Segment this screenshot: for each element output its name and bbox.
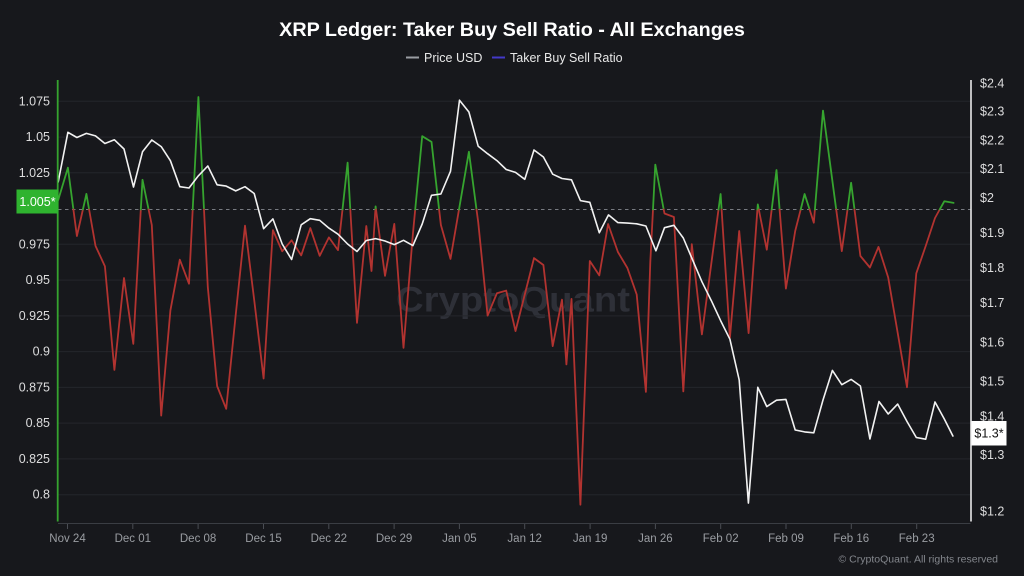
svg-text:Jan 19: Jan 19 <box>573 533 608 545</box>
svg-text:Jan 26: Jan 26 <box>638 533 673 545</box>
svg-text:Feb 02: Feb 02 <box>703 533 739 545</box>
svg-text:Dec 15: Dec 15 <box>245 533 281 545</box>
svg-text:$1.8: $1.8 <box>980 261 1004 275</box>
svg-text:Dec 01: Dec 01 <box>115 533 151 545</box>
svg-text:0.85: 0.85 <box>26 416 50 430</box>
svg-text:0.825: 0.825 <box>19 452 50 466</box>
svg-text:$1.6: $1.6 <box>980 335 1004 349</box>
svg-text:CryptoQuant: CryptoQuant <box>396 281 630 320</box>
svg-text:1.025: 1.025 <box>19 166 50 180</box>
svg-text:1.075: 1.075 <box>19 94 50 108</box>
svg-text:0.8: 0.8 <box>33 488 50 502</box>
svg-text:$2.4: $2.4 <box>980 77 1004 91</box>
svg-text:$1.9: $1.9 <box>980 226 1004 240</box>
svg-text:1.005*: 1.005* <box>19 195 55 209</box>
svg-text:Feb 09: Feb 09 <box>768 533 804 545</box>
svg-text:Dec 29: Dec 29 <box>376 533 412 545</box>
svg-text:Price USD: Price USD <box>424 51 482 65</box>
svg-text:$1.2: $1.2 <box>980 505 1004 519</box>
svg-text:$2.1: $2.1 <box>980 162 1004 176</box>
svg-text:$1.4: $1.4 <box>980 410 1004 424</box>
svg-text:$1.3: $1.3 <box>980 448 1004 462</box>
svg-text:Feb 16: Feb 16 <box>833 533 869 545</box>
svg-text:© CryptoQuant. All rights rese: © CryptoQuant. All rights reserved <box>839 554 999 566</box>
svg-text:0.925: 0.925 <box>19 309 50 323</box>
svg-text:Jan 05: Jan 05 <box>442 533 477 545</box>
svg-text:XRP Ledger: Taker Buy Sell Rat: XRP Ledger: Taker Buy Sell Ratio - All E… <box>279 19 745 41</box>
svg-text:$1.5: $1.5 <box>980 375 1004 389</box>
svg-text:$2.2: $2.2 <box>980 133 1004 147</box>
svg-text:$1.3*: $1.3* <box>974 427 1003 441</box>
svg-text:Jan 12: Jan 12 <box>507 533 542 545</box>
svg-text:$2.3: $2.3 <box>980 105 1004 119</box>
svg-text:Dec 08: Dec 08 <box>180 533 216 545</box>
svg-text:$2: $2 <box>980 191 994 205</box>
svg-text:0.9: 0.9 <box>33 345 50 359</box>
svg-text:Dec 22: Dec 22 <box>311 533 347 545</box>
svg-text:Nov 24: Nov 24 <box>49 533 86 545</box>
svg-text:$1.7: $1.7 <box>980 296 1004 310</box>
svg-text:1.05: 1.05 <box>26 130 50 144</box>
svg-text:0.975: 0.975 <box>19 237 50 251</box>
svg-text:0.95: 0.95 <box>26 273 50 287</box>
svg-text:Taker Buy Sell Ratio: Taker Buy Sell Ratio <box>510 51 623 65</box>
svg-text:Feb 23: Feb 23 <box>899 533 935 545</box>
svg-text:0.875: 0.875 <box>19 380 50 394</box>
